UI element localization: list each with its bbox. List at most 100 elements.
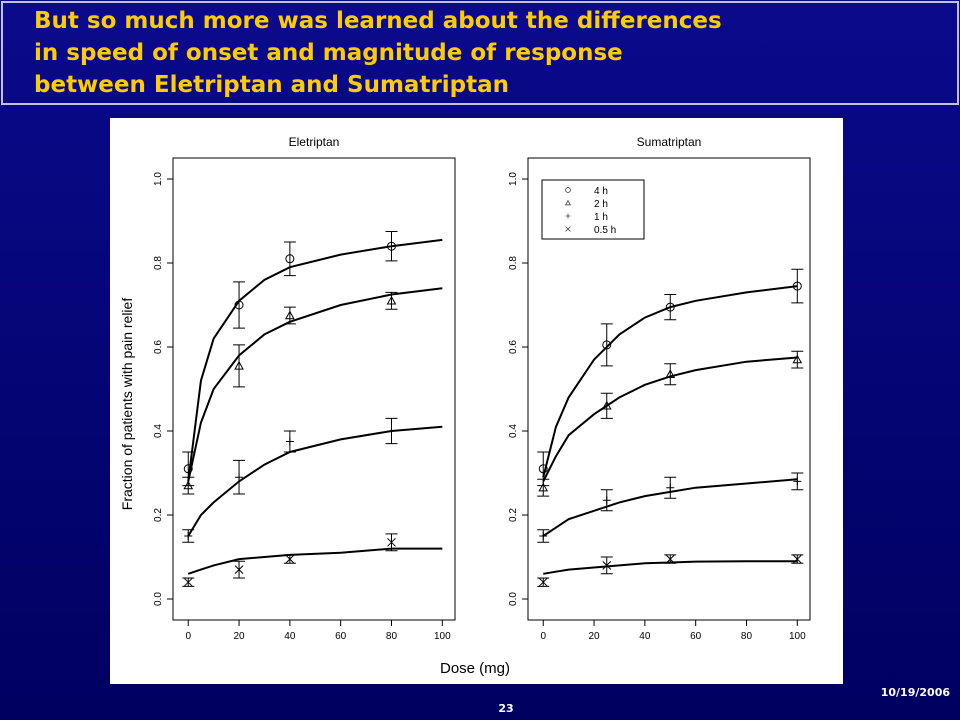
marker: [665, 369, 676, 378]
error-bar: [791, 268, 804, 304]
marker: [665, 302, 675, 312]
marker: [601, 400, 612, 410]
fit-curve: [187, 287, 443, 482]
fit-curve: [187, 238, 443, 482]
legend-marker: [565, 226, 571, 232]
error-bar: [600, 392, 613, 419]
error-bar: [283, 306, 296, 325]
marker: [183, 480, 194, 490]
error-bar: [664, 363, 677, 386]
marker: [234, 565, 244, 574]
legend-marker: [565, 199, 571, 206]
y-tick-label: 0.8: [508, 256, 519, 270]
y-tick-label: 0.2: [153, 508, 164, 522]
y-tick-label: 0.6: [508, 340, 519, 354]
fit-curve: [187, 547, 443, 575]
y-tick-label: 0.0: [508, 592, 519, 606]
y-tick-label: 1.0: [508, 172, 519, 186]
legend-label: 0.5 h: [594, 225, 616, 236]
marker: [234, 360, 244, 370]
y-tick-label: 0.4: [508, 424, 519, 438]
plot-frame: [172, 157, 456, 621]
page-number: 23: [498, 702, 513, 715]
panel-title: Eletriptan: [289, 135, 340, 149]
x-tick-label: 0: [185, 631, 191, 642]
marker: [285, 437, 294, 446]
slide-title: But so much more was learned about the d…: [34, 8, 722, 34]
marker: [234, 300, 244, 310]
error-bar: [385, 231, 398, 262]
x-tick-label: 60: [690, 631, 702, 642]
legend-label: 1 h: [594, 212, 608, 223]
marker: [539, 532, 548, 540]
marker: [235, 473, 244, 482]
y-axis-label: Fraction of patients with pain relief: [119, 298, 135, 511]
marker: [602, 561, 612, 570]
marker: [285, 554, 295, 564]
marker: [386, 241, 396, 251]
error-bar: [600, 323, 613, 367]
y-tick-label: 0.2: [508, 508, 519, 522]
marker: [538, 482, 549, 492]
error-bar: [791, 350, 804, 369]
x-tick-label: 80: [741, 631, 753, 642]
marker: [792, 281, 802, 291]
marker: [183, 464, 193, 474]
marker: [285, 254, 295, 264]
marker: [387, 427, 396, 435]
error-bar: [233, 344, 246, 388]
marker: [602, 340, 612, 350]
x-tick-label: 80: [386, 631, 398, 642]
marker: [183, 577, 193, 587]
y-tick-label: 0.4: [153, 424, 164, 438]
legend-marker: [565, 187, 571, 193]
date: 10/19/2006: [881, 686, 951, 699]
error-bar: [182, 476, 195, 495]
fit-curve: [542, 478, 798, 537]
error-bar: [385, 291, 398, 310]
marker: [184, 532, 193, 540]
fit-curve: [542, 356, 798, 482]
x-tick-label: 0: [540, 631, 546, 642]
fit-curve: [542, 285, 798, 478]
figure-area: [110, 118, 843, 684]
error-bar: [537, 478, 550, 497]
marker: [665, 554, 675, 564]
slide-title: in speed of onset and magnitude of respo…: [34, 40, 623, 66]
marker: [538, 464, 548, 474]
marker: [285, 310, 295, 320]
error-bar: [664, 294, 677, 321]
x-axis-label: Dose (mg): [440, 660, 510, 677]
y-tick-label: 0.6: [153, 340, 164, 354]
marker: [792, 554, 802, 564]
y-tick-label: 0.0: [153, 592, 164, 606]
x-tick-label: 100: [434, 631, 451, 642]
marker: [792, 354, 803, 364]
title-frame: [1, 1, 959, 105]
marker: [793, 477, 802, 486]
fit-curve: [187, 425, 443, 537]
plot-frame: [527, 157, 811, 621]
x-tick-label: 20: [233, 631, 245, 642]
legend-marker: [565, 213, 571, 219]
error-bar: [283, 241, 296, 277]
marker: [666, 483, 675, 492]
marker: [602, 496, 611, 505]
y-tick-label: 0.8: [153, 256, 164, 270]
legend-label: 4 h: [594, 186, 608, 197]
x-tick-label: 60: [335, 631, 347, 642]
fit-curve: [543, 560, 798, 575]
error-bar: [233, 281, 246, 329]
legend-label: 2 h: [594, 199, 608, 210]
y-tick-label: 1.0: [153, 172, 164, 186]
x-tick-label: 40: [639, 631, 651, 642]
x-tick-label: 100: [789, 631, 806, 642]
panel-title: Sumatriptan: [637, 135, 702, 149]
marker: [387, 537, 396, 547]
slide-title: between Eletriptan and Sumatriptan: [34, 72, 509, 98]
legend-box: [541, 179, 645, 240]
x-tick-label: 40: [284, 631, 296, 642]
x-tick-label: 20: [588, 631, 600, 642]
